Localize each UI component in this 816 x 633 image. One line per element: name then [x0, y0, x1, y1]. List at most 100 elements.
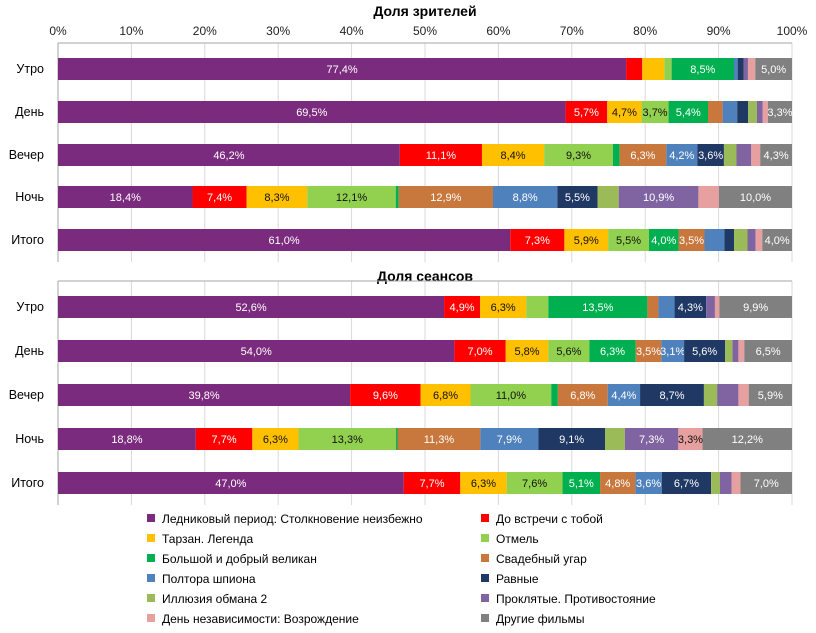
x-tick-label: 0% — [49, 24, 67, 38]
legend-item: Проклятые. Противостояние — [481, 592, 656, 606]
data-label: 18,8% — [111, 434, 142, 446]
data-label: 6,3% — [600, 346, 625, 358]
bar-segment-independence — [755, 229, 763, 251]
legend-item: Полтора шпиона — [147, 572, 256, 586]
bar-segment-spy — [722, 101, 738, 123]
legend-item: Иллюзия обмана 2 — [147, 592, 268, 606]
data-label: 13,5% — [582, 302, 613, 314]
bar-segment-wedding — [619, 144, 667, 166]
bar-segment-tarzan — [607, 101, 642, 123]
legend-swatch — [481, 594, 489, 602]
data-label: 12,2% — [732, 434, 763, 446]
legend-item: Равные — [481, 572, 539, 586]
x-tick-label: 50% — [413, 24, 437, 38]
bar-segment-bfg — [396, 428, 398, 450]
data-label: 8,7% — [659, 390, 684, 402]
legend-swatch — [481, 574, 489, 582]
data-label: 18,4% — [110, 192, 141, 204]
bar-segment-otmel — [298, 428, 397, 450]
bar-segment-bfmtb — [626, 58, 643, 80]
data-label: 52,6% — [235, 302, 266, 314]
legend-label: Тарзан. Легенда — [162, 532, 253, 546]
bar-segment-spy — [480, 428, 539, 450]
bar-segment-wedding — [708, 101, 723, 123]
bar-segment-independence — [751, 144, 761, 166]
data-label: 3,5% — [636, 346, 661, 358]
bar-segment-other — [755, 58, 792, 80]
data-label: 61,0% — [269, 235, 300, 247]
data-label: 6,3% — [630, 150, 655, 162]
bar-segment-independence — [678, 428, 703, 450]
bar-row-Итого: Итого 47,0% 7,7% 6,3% 7,6% 5,1% 4,8% 3,6% 6,7% 7,… — [11, 472, 792, 494]
category-label: День — [15, 105, 44, 119]
data-label: 7,9% — [497, 434, 522, 446]
legend-label: Полтора шпиона — [162, 572, 256, 586]
legend-label: Ледниковый период: Столкновение неизбежн… — [162, 512, 423, 526]
bar-segment-other — [702, 428, 792, 450]
data-label: 46,2% — [213, 150, 244, 162]
bar-segment-other — [740, 472, 792, 494]
data-label: 9,9% — [743, 302, 768, 314]
legend-swatch — [481, 534, 489, 542]
bar-segment-otmel — [608, 229, 649, 251]
bar-segment-independence — [714, 296, 720, 318]
legend-swatch — [147, 614, 155, 622]
data-label: 7,7% — [419, 478, 444, 490]
data-label: 7,6% — [522, 478, 547, 490]
data-label: 6,3% — [263, 434, 288, 446]
bar-segment-bfmtb — [195, 428, 253, 450]
data-label: 10,0% — [740, 192, 771, 204]
x-tick-label: 70% — [560, 24, 584, 38]
bar-segment-independence — [698, 186, 719, 208]
data-label: 6,5% — [756, 346, 781, 358]
category-label: Ночь — [15, 432, 44, 446]
category-label: День — [15, 344, 44, 358]
data-label: 4,0% — [765, 235, 790, 247]
x-tick-label: 40% — [340, 24, 364, 38]
bar-segment-tarzan — [505, 340, 549, 362]
bar-segment-cursed — [706, 296, 715, 318]
bar-row-Ночь: Ночь 18,4% 7,4% 8,3% 12,1% 12,9% 8,8% 5,5% 10,9%… — [15, 186, 792, 208]
legend-label: Проклятые. Противостояние — [496, 592, 656, 606]
x-tick-label: 10% — [119, 24, 143, 38]
bar-segment-tarzan — [642, 58, 665, 80]
legend-label: До встречи с тобой — [496, 512, 603, 526]
bar-segment-spy — [607, 384, 641, 406]
data-label: 6,7% — [674, 478, 699, 490]
bar-segment-bfg — [671, 58, 735, 80]
bar-segment-tarzan — [564, 229, 609, 251]
bar-segment-bfg — [668, 101, 709, 123]
data-label: 12,9% — [430, 192, 461, 204]
data-label: 5,1% — [569, 478, 594, 490]
data-label: 11,1% — [426, 150, 457, 162]
bar-segment-spy — [492, 186, 558, 208]
legend-item: Большой и добрый великан — [147, 552, 317, 566]
data-label: 7,3% — [639, 434, 664, 446]
bar-segment-wedding — [397, 428, 481, 450]
data-label: 4,3% — [678, 302, 703, 314]
legend-label: Иллюзия обмана 2 — [162, 592, 268, 606]
data-label: 5,0% — [761, 64, 786, 76]
data-label: 5,6% — [692, 346, 717, 358]
data-label: 6,3% — [491, 302, 516, 314]
legend-label: День независимости: Возрождение — [162, 612, 359, 626]
data-label: 9,3% — [566, 150, 591, 162]
data-label: 8,4% — [501, 150, 526, 162]
bar-segment-otmel — [470, 384, 552, 406]
data-label: 7,7% — [212, 434, 237, 446]
bar-segment-spy — [704, 229, 725, 251]
bar-segment-ice_age — [58, 186, 193, 208]
bar-segment-bfmtb — [403, 472, 461, 494]
x-tick-label: 100% — [777, 24, 808, 38]
bar-segment-ice_age — [58, 472, 404, 494]
panel-title: Доля зрителей — [373, 3, 476, 19]
legend-label: Большой и добрый великан — [162, 552, 317, 566]
bar-segment-ice_age — [58, 428, 196, 450]
legend-label: Другие фильмы — [496, 612, 584, 626]
bar-segment-equals — [697, 144, 724, 166]
legend-swatch — [481, 614, 489, 622]
data-label: 5,7% — [574, 107, 599, 119]
legend-item: Отмель — [481, 532, 539, 546]
data-label: 3,5% — [679, 235, 704, 247]
